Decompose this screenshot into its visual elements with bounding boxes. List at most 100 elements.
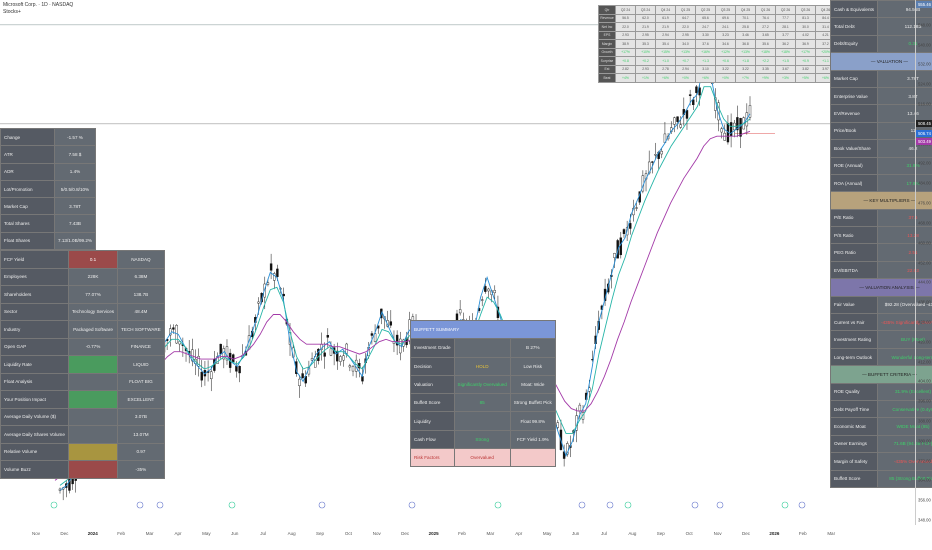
earnings-cell: 64.7 bbox=[675, 13, 696, 23]
time-axis[interactable]: Nov Dec 2024 Feb Mar Apr May Jun Jul Aug Sep Oct Nov… bbox=[0, 525, 835, 550]
earnings-header-cell: Q2 26 bbox=[775, 5, 796, 15]
x-tick-label: Jul bbox=[601, 531, 607, 536]
row-value bbox=[67, 355, 119, 374]
row-extra-value: 48.4M bbox=[117, 302, 165, 321]
earnings-cell: 65.6 bbox=[695, 13, 716, 23]
earnings-cell: +3% bbox=[775, 73, 796, 83]
y-tick-label: 412.00 bbox=[918, 359, 931, 365]
section-header: — VALUATION ANALYSIS — bbox=[830, 278, 932, 297]
earnings-cell: +18% bbox=[755, 47, 776, 57]
earnings-cell: +0.9 bbox=[795, 56, 816, 66]
x-tick-label: Sep bbox=[656, 531, 665, 536]
indicator-label[interactable]: Stocks+ bbox=[3, 9, 21, 15]
earnings-cell: 2.95 bbox=[635, 30, 656, 40]
y-tick-label: 396.00 bbox=[918, 398, 931, 404]
candle-body bbox=[282, 293, 285, 297]
earnings-row-label: Margin bbox=[598, 39, 616, 49]
table-row: Market Cap 3.78T bbox=[829, 69, 932, 88]
y-tick-label: 476.00 bbox=[918, 200, 931, 206]
earnings-row-label: EPS bbox=[598, 30, 616, 40]
earnings-row-label: Est bbox=[598, 64, 616, 74]
candle-body bbox=[556, 422, 560, 428]
candle-body bbox=[317, 348, 320, 361]
earnings-header-cell: Q2 24 bbox=[615, 5, 636, 15]
table-row: ATR 7.58 $ bbox=[0, 145, 96, 164]
row-label: PEG Ratio bbox=[829, 243, 879, 262]
earnings-cell: +0% bbox=[675, 73, 696, 83]
table-row: Est 2.82 2.93 2.78 2.94 3.10 3.22 3.22 3.35 3.67 3… bbox=[598, 64, 896, 74]
dividend-marker-icon bbox=[156, 501, 164, 509]
ma-mid-line bbox=[59, 86, 751, 486]
earnings-cell: 3.67 bbox=[775, 64, 796, 74]
row-value bbox=[67, 425, 119, 444]
table-row: Lot/Promotion 5/0.5/0.8/10% bbox=[0, 179, 96, 199]
candle-body bbox=[222, 348, 226, 360]
candle-body bbox=[235, 365, 238, 372]
earnings-cell: +17% bbox=[615, 47, 636, 57]
y-tick-label: 516.00 bbox=[918, 101, 931, 107]
x-tick-label: Aug bbox=[628, 531, 637, 536]
x-tick-label: Feb bbox=[798, 531, 807, 536]
row-label: Risk Factors bbox=[410, 448, 455, 468]
row-value: Float 99.8% bbox=[509, 411, 556, 431]
earnings-cell: 21.9 bbox=[655, 22, 676, 32]
table-row: Enterprise Value 3.8T bbox=[829, 86, 932, 106]
stock-info-table: FCF Yield 0.1 NASDAQ Employees 228K 6.38M Shar… bbox=[0, 250, 165, 479]
candle-body bbox=[679, 124, 682, 128]
candle-body bbox=[484, 286, 487, 292]
row-extra-value: 6.38M bbox=[117, 267, 165, 286]
table-row: Total Shares 7.43B bbox=[0, 214, 96, 233]
row-label: Sector bbox=[0, 302, 69, 321]
row-label: Volume Buzz bbox=[0, 460, 69, 479]
candle-body bbox=[269, 263, 273, 271]
earnings-cell: 3.30 bbox=[695, 30, 716, 40]
row-value: Moat: Wide bbox=[509, 374, 556, 395]
dividend-marker-icon bbox=[606, 501, 614, 509]
table-row: BUFFETT SUMMARY bbox=[410, 319, 556, 340]
candle-body bbox=[298, 378, 301, 387]
candle-body bbox=[200, 371, 203, 381]
y-tick-label: 492.00 bbox=[918, 160, 931, 166]
earnings-cell: 62.0 bbox=[635, 13, 656, 23]
table-row: Long-term Outlook Wonderful Long-term bbox=[829, 347, 932, 367]
earnings-cell: +0.6 bbox=[715, 56, 736, 66]
price-axis[interactable]: 556.00548.00540.00532.00524.00516.00508.… bbox=[915, 0, 932, 525]
table-row: Shareholders 77.07% 138.7B bbox=[0, 285, 165, 304]
row-label: Enterprise Value bbox=[829, 86, 879, 106]
dividend-marker-icon bbox=[781, 501, 789, 509]
candle-body bbox=[616, 240, 619, 259]
candle-body bbox=[342, 355, 345, 361]
table-row: Price/Book 11 bbox=[829, 121, 932, 141]
table-row: — VALUATION ANALYSIS — bbox=[830, 278, 932, 297]
dividend-marker bbox=[781, 501, 789, 509]
row-label: ROE (Annual) bbox=[829, 156, 879, 175]
candle-body bbox=[578, 404, 582, 411]
dividend-marker bbox=[494, 501, 502, 509]
earnings-cell: +15% bbox=[655, 47, 676, 57]
table-row: Investment Rating BUY (Moat) bbox=[829, 330, 932, 349]
dividend-marker bbox=[50, 501, 58, 509]
row-value: -435% Significantly Overvalued bbox=[877, 313, 932, 332]
earnings-cell: 21.9 bbox=[635, 22, 656, 32]
candle-body bbox=[257, 301, 260, 304]
earnings-cell: 22.0 bbox=[675, 22, 696, 32]
row-label: Shareholders bbox=[0, 285, 69, 304]
earnings-cell: 2.95 bbox=[675, 30, 696, 40]
earnings-cell: +2.2 bbox=[755, 56, 776, 66]
table-row: Buffett Score 85 (Strong Buffett Pick) bbox=[829, 469, 932, 488]
row-value: 228K bbox=[67, 267, 119, 286]
candle-body bbox=[345, 343, 348, 354]
dividend-marker-icon bbox=[624, 501, 632, 509]
row-label: Float Shares bbox=[0, 231, 55, 251]
y-tick-label: 388.00 bbox=[918, 418, 931, 424]
earnings-cell: 3.23 bbox=[715, 30, 736, 40]
candle-body bbox=[692, 99, 695, 106]
earnings-cell: +6% bbox=[655, 73, 676, 83]
earnings-cell: 3.82 bbox=[795, 64, 816, 74]
row-value: 0.1 bbox=[67, 250, 119, 269]
earnings-cell: +13% bbox=[735, 47, 756, 57]
row-extra-value: FINANCE bbox=[117, 337, 165, 356]
x-tick-label: Jul bbox=[260, 531, 267, 536]
candle-body bbox=[348, 365, 352, 368]
candle-body bbox=[629, 223, 632, 229]
